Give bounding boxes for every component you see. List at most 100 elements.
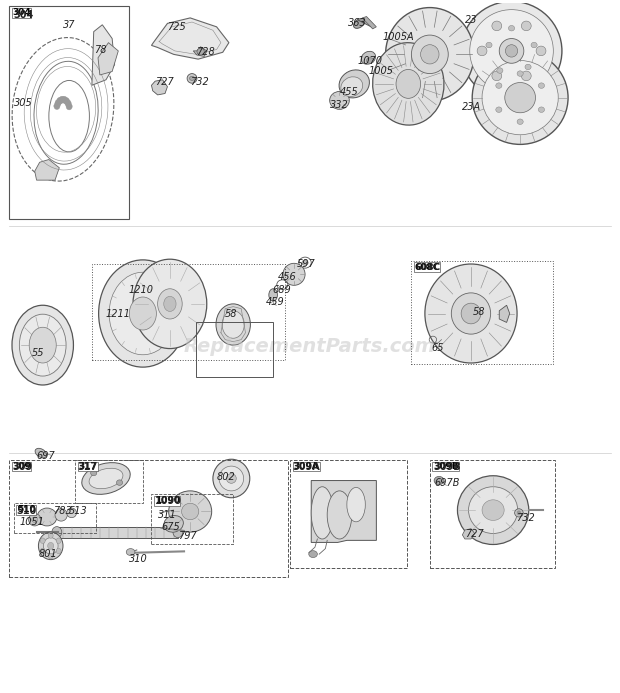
Ellipse shape — [482, 500, 504, 520]
Text: 305: 305 — [14, 98, 33, 107]
Ellipse shape — [40, 548, 45, 554]
Text: 1210: 1210 — [129, 285, 154, 295]
Ellipse shape — [347, 487, 365, 522]
Ellipse shape — [173, 527, 183, 538]
Text: 727: 727 — [155, 77, 174, 87]
Ellipse shape — [515, 509, 523, 517]
Text: 1211: 1211 — [106, 308, 131, 319]
Text: 332: 332 — [330, 100, 348, 110]
Text: 23A: 23A — [463, 103, 482, 112]
Ellipse shape — [55, 100, 61, 107]
Ellipse shape — [396, 69, 420, 98]
Polygon shape — [463, 529, 475, 539]
Text: 802: 802 — [216, 472, 236, 482]
Ellipse shape — [461, 1, 562, 100]
Text: 608C: 608C — [414, 263, 440, 272]
Text: 459: 459 — [266, 297, 285, 307]
Text: 309: 309 — [12, 462, 32, 472]
Ellipse shape — [190, 76, 195, 80]
Ellipse shape — [157, 289, 182, 319]
Ellipse shape — [434, 476, 444, 484]
Ellipse shape — [517, 119, 523, 125]
Bar — [9, 460, 288, 577]
Text: 309B: 309B — [433, 462, 459, 471]
Polygon shape — [311, 480, 376, 543]
Ellipse shape — [366, 58, 374, 63]
Bar — [14, 503, 96, 534]
Text: 727: 727 — [465, 529, 484, 538]
Ellipse shape — [48, 554, 53, 559]
Ellipse shape — [63, 98, 69, 105]
Ellipse shape — [19, 314, 66, 376]
Ellipse shape — [521, 71, 531, 80]
Text: 783: 783 — [53, 506, 72, 516]
Ellipse shape — [130, 297, 156, 330]
Ellipse shape — [164, 516, 184, 532]
Ellipse shape — [386, 8, 474, 101]
Ellipse shape — [420, 45, 439, 64]
Ellipse shape — [461, 304, 481, 324]
Text: 510: 510 — [16, 506, 37, 516]
Ellipse shape — [412, 35, 448, 73]
Text: 65: 65 — [432, 343, 444, 353]
Ellipse shape — [99, 260, 187, 367]
Ellipse shape — [425, 264, 517, 363]
Text: 697: 697 — [37, 451, 55, 461]
Ellipse shape — [451, 293, 490, 334]
Ellipse shape — [56, 538, 61, 543]
Bar — [430, 460, 554, 568]
Ellipse shape — [91, 471, 97, 475]
Text: 725: 725 — [167, 22, 186, 32]
Text: 317: 317 — [78, 462, 97, 471]
Text: 689: 689 — [272, 285, 291, 295]
Text: 363: 363 — [348, 18, 367, 28]
Ellipse shape — [339, 70, 370, 98]
Text: ReplacementParts.com: ReplacementParts.com — [184, 337, 436, 356]
Text: 1005A: 1005A — [383, 32, 414, 42]
Ellipse shape — [216, 304, 250, 345]
Text: 728: 728 — [197, 47, 215, 58]
Text: 675: 675 — [161, 522, 180, 532]
Polygon shape — [35, 159, 60, 180]
Ellipse shape — [182, 503, 199, 520]
Text: 55: 55 — [32, 348, 45, 358]
Polygon shape — [57, 527, 178, 538]
Ellipse shape — [361, 51, 376, 64]
Ellipse shape — [213, 459, 250, 498]
Ellipse shape — [169, 491, 211, 532]
Polygon shape — [362, 17, 376, 29]
Ellipse shape — [48, 543, 54, 550]
Text: 597: 597 — [296, 258, 315, 268]
Ellipse shape — [226, 474, 236, 483]
Text: 310: 310 — [129, 554, 148, 564]
Ellipse shape — [341, 77, 363, 96]
Polygon shape — [151, 80, 167, 95]
Ellipse shape — [61, 96, 68, 103]
Polygon shape — [92, 25, 115, 85]
Text: 697B: 697B — [434, 478, 459, 489]
Polygon shape — [151, 18, 229, 59]
Ellipse shape — [133, 259, 207, 349]
Polygon shape — [499, 305, 510, 322]
Ellipse shape — [311, 486, 334, 539]
Ellipse shape — [48, 533, 53, 538]
Bar — [290, 460, 407, 568]
Bar — [412, 261, 552, 364]
Ellipse shape — [164, 297, 176, 311]
Bar — [151, 494, 233, 545]
Ellipse shape — [330, 91, 349, 109]
Text: 37: 37 — [63, 20, 76, 30]
Ellipse shape — [29, 327, 56, 363]
Ellipse shape — [472, 51, 568, 144]
Ellipse shape — [499, 39, 524, 63]
Text: 1090: 1090 — [154, 496, 179, 505]
Ellipse shape — [12, 305, 73, 385]
Ellipse shape — [492, 71, 502, 80]
Ellipse shape — [29, 514, 41, 526]
Ellipse shape — [35, 448, 46, 458]
Ellipse shape — [32, 517, 38, 523]
Ellipse shape — [40, 538, 45, 543]
Polygon shape — [98, 43, 118, 75]
Ellipse shape — [55, 509, 68, 521]
Ellipse shape — [496, 107, 502, 112]
